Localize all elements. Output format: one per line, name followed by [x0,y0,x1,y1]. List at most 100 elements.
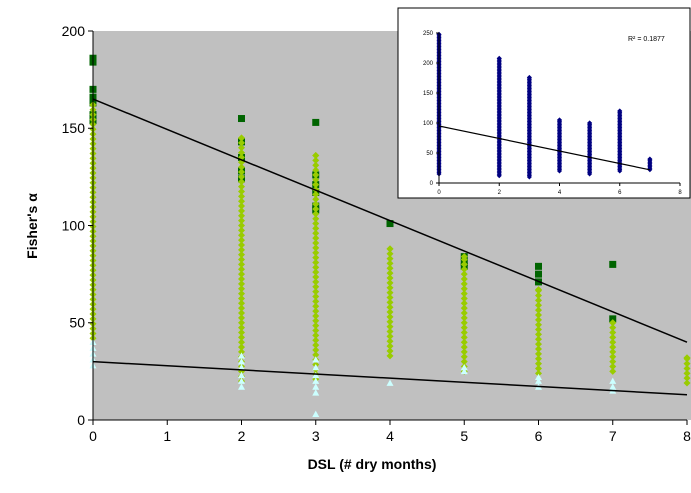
main-point-diamond [386,259,394,267]
main-point-diamond [312,302,320,310]
inset-y-tick-label: 100 [423,121,434,127]
main-point-diamond [238,183,245,191]
main-point-diamond [386,308,394,316]
main-point-diamond [238,324,245,332]
inset-trendline-1 [438,125,650,171]
main-point-diamond [238,139,245,147]
main-x-tick-label: 1 [163,428,171,444]
main-trendline-1 [92,98,688,343]
main-point-square [609,260,617,268]
main-x-tick-label: 5 [460,428,468,444]
main-point-diamond [609,328,617,336]
main-point-diamond [460,304,468,312]
inset-x-tick-label: 6 [618,190,622,196]
main-point-diamond [238,134,245,142]
main-point-diamond [312,292,320,300]
main-x-tick-label: 7 [609,428,617,444]
main-point-triangle [460,367,468,375]
main-point-diamond [386,342,394,350]
main-point-diamond [238,207,245,215]
main-point-diamond [460,275,468,283]
main-y-tick-label: 100 [62,217,86,233]
main-point-diamond [460,265,468,273]
main-point-diamond [386,313,394,321]
main-point-diamond [312,220,320,228]
main-point-diamond [312,171,320,179]
main-point-diamond [609,367,617,375]
main-y-tick-label: 50 [69,315,85,331]
main-point-diamond [386,293,394,301]
main-point-diamond [683,364,691,372]
main-point-diamond [683,374,691,382]
main-point-diamond [386,255,394,263]
main-point-triangle [238,371,245,379]
main-point-diamond [238,265,245,273]
main-point-diamond [386,303,394,311]
main-point-diamond [535,316,542,324]
main-point-diamond [460,285,468,293]
main-point-triangle [535,373,542,381]
main-point-diamond [238,304,245,312]
main-point-diamond [386,284,394,292]
main-point-diamond [535,345,542,353]
main-point-diamond [312,205,320,213]
main-point-diamond [386,347,394,355]
main-point-triangle [312,410,320,417]
main-point-diamond [460,338,468,346]
main-y-tick-label: 150 [62,120,86,136]
inset-y-tick-label: 200 [423,61,434,67]
inset-y-tick-label: 250 [423,31,434,37]
main-point-diamond [238,319,245,327]
main-point-diamond [535,350,542,358]
main-point-diamond [312,151,320,159]
main-point-diamond [312,273,320,281]
main-point-diamond [238,222,245,229]
main-y-tick-label: 200 [62,23,86,39]
main-point-diamond [535,321,542,329]
main-point-diamond [238,197,245,205]
main-point-diamond [535,311,542,319]
inset-point-diamond [496,55,502,61]
main-point-diamond [238,270,245,278]
main-point-diamond [312,288,320,296]
main-point-diamond [238,231,245,239]
main-point-triangle [312,389,320,396]
main-point-diamond [386,328,394,336]
inset-x-tick-label: 2 [498,190,502,196]
main-point-diamond [312,181,320,189]
main-point-triangle [238,358,245,365]
main-point-diamond [460,309,468,317]
main-point-triangle [238,383,245,390]
main-point-diamond [238,178,245,186]
main-point-diamond [312,278,320,286]
inset-y-tick-label: 0 [430,181,434,187]
main-point-diamond [460,270,468,278]
main-point-diamond [238,192,245,200]
main-point-triangle [609,377,617,384]
main-point-diamond [238,343,245,351]
main-x-tick-label: 6 [535,428,543,444]
main-point-diamond [238,187,245,195]
main-point-diamond [609,333,617,341]
main-point-diamond [312,341,320,349]
main-point-diamond [535,355,542,363]
main-trendline-2 [92,360,688,396]
main-point-diamond [535,340,542,348]
main-x-tick-label: 2 [238,428,246,444]
main-point-diamond [386,274,394,282]
main-point-diamond [460,333,468,341]
main-point-diamond [460,353,468,361]
inset-y-tick-label: 150 [423,91,434,97]
main-point-diamond [460,314,468,322]
main-point-diamond [683,354,691,362]
main-point-diamond [386,323,394,331]
main-point-diamond [312,263,320,271]
main-x-tick-label: 3 [312,428,320,444]
main-point-diamond [312,200,320,208]
main-point-diamond [460,343,468,351]
main-point-diamond [683,379,691,387]
main-point-diamond [609,338,617,346]
main-point-diamond [460,324,468,332]
main-point-diamond [238,241,245,249]
main-point-diamond [535,306,542,314]
